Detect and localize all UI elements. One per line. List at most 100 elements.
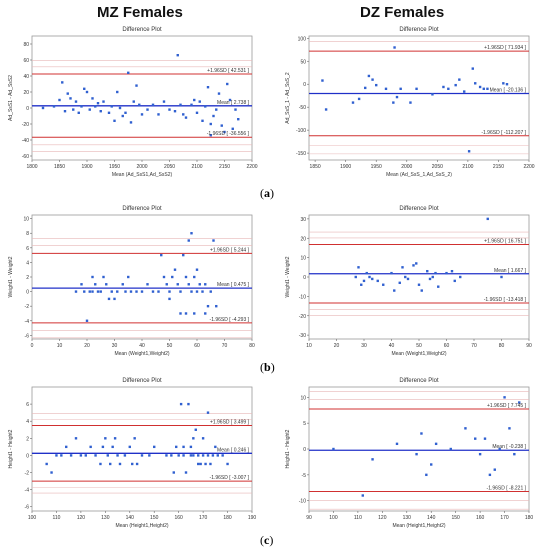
data-point <box>420 289 423 292</box>
data-point <box>148 454 151 457</box>
data-point <box>146 108 149 111</box>
data-point <box>430 463 433 466</box>
data-point <box>428 277 432 281</box>
data-point <box>65 445 68 449</box>
x-tick-label: 40 <box>389 343 395 349</box>
data-point <box>83 87 86 90</box>
x-tick-label: 30 <box>112 343 118 349</box>
y-tick-label: 6 <box>26 402 29 408</box>
data-point <box>204 312 207 315</box>
data-point <box>140 113 144 116</box>
data-point <box>121 114 124 118</box>
x-tick-label: 100 <box>28 515 37 521</box>
data-point <box>449 447 452 451</box>
data-point <box>406 277 410 281</box>
y-tick-label: 10 <box>23 217 29 223</box>
data-point <box>84 454 87 457</box>
plot-area <box>308 214 530 340</box>
mean-label: Mean [ 0.475 ] <box>217 282 250 288</box>
chart-svg: Difference Plot -6 -4 -2 0 2 4 6 8 10 0 10 20 30 40 50 6… <box>8 206 255 357</box>
data-point <box>184 275 188 279</box>
data-point <box>160 253 163 257</box>
y-tick-label: -150 <box>296 151 306 157</box>
x-tick-label: 60 <box>444 343 450 349</box>
data-point <box>204 462 207 466</box>
data-point <box>69 454 73 457</box>
x-tick-label: 2150 <box>493 164 504 170</box>
x-tick-label: 2050 <box>164 164 175 170</box>
data-point <box>179 312 182 315</box>
data-point <box>124 290 127 293</box>
x-tick-label: 2200 <box>246 164 257 170</box>
data-point <box>216 454 219 457</box>
x-tick-label: 50 <box>167 343 173 349</box>
data-point <box>127 71 130 74</box>
y-tick-label: -6 <box>25 505 30 511</box>
data-point <box>66 92 69 95</box>
data-point <box>190 103 193 106</box>
data-point <box>189 454 193 457</box>
data-point <box>187 283 190 286</box>
data-point <box>94 454 97 457</box>
x-tick-label: 2100 <box>191 164 202 170</box>
data-point <box>332 447 335 451</box>
data-point <box>162 275 166 279</box>
data-point <box>60 454 63 457</box>
x-tick-label: 130 <box>101 515 110 521</box>
data-point <box>371 277 374 281</box>
x-tick-label: 20 <box>334 343 340 349</box>
data-point <box>354 275 357 279</box>
data-point <box>197 462 200 466</box>
x-tick-label: 160 <box>174 515 183 521</box>
y-tick-label: 0 <box>26 453 29 459</box>
x-tick-label: 1900 <box>81 164 92 170</box>
data-point <box>195 268 199 271</box>
x-tick-label: 110 <box>354 515 362 521</box>
data-point <box>209 462 212 466</box>
lower-limit-label: -1.96SD [ -13.418 ] <box>484 297 527 303</box>
data-point <box>184 116 188 119</box>
upper-limit-label: +1.96SD [ 3.499 ] <box>210 419 250 425</box>
x-tick-label: 90 <box>306 515 312 521</box>
data-point <box>182 454 185 457</box>
data-point <box>110 290 113 293</box>
chart-title: Difference Plot <box>399 378 439 384</box>
data-point <box>129 290 133 293</box>
y-tick-label: 4 <box>26 419 29 425</box>
data-point <box>384 87 388 91</box>
data-point <box>437 285 440 288</box>
data-point <box>375 83 378 87</box>
x-tick-label: 180 <box>525 515 534 521</box>
data-point <box>404 275 407 279</box>
data-point <box>376 279 379 283</box>
data-point <box>96 102 100 105</box>
x-tick-label: 1950 <box>371 164 382 170</box>
chart-svg: Difference Plot -60 -40 -20 0 20 40 60 80 1800 185… <box>8 27 258 178</box>
y-tick-label: 0 <box>303 82 306 88</box>
data-point <box>434 442 438 446</box>
data-point <box>467 150 471 153</box>
data-point <box>502 82 505 85</box>
data-point <box>61 81 64 84</box>
x-tick-label: 110 <box>52 515 60 521</box>
data-point <box>173 268 177 271</box>
data-point <box>182 253 185 257</box>
chart-svg: Difference Plot -30 -20 -10 0 10 20 30 10 20 30 40 5… <box>285 206 532 357</box>
data-point <box>146 283 149 286</box>
x-tick-label: 40 <box>139 343 145 349</box>
data-point <box>518 401 521 404</box>
y-tick-label: 4 <box>26 260 29 266</box>
data-point <box>140 454 144 457</box>
data-point <box>113 437 117 440</box>
x-axis-label: Mean (Weight1,Weight2) <box>391 351 446 357</box>
data-point <box>131 462 134 466</box>
data-point <box>118 106 122 110</box>
x-tick-label: 150 <box>451 515 460 521</box>
data-point <box>458 78 461 81</box>
y-tick-label: -40 <box>22 138 29 144</box>
data-point <box>193 98 196 102</box>
y-tick-label: 10 <box>300 256 306 262</box>
mean-label: Mean [ -20.136 ] <box>490 87 527 93</box>
right-column-heading: DZ Females <box>360 4 445 21</box>
chart-svg: Difference Plot -10 -5 0 5 10 90 100 110 120 130 14… <box>285 378 534 529</box>
